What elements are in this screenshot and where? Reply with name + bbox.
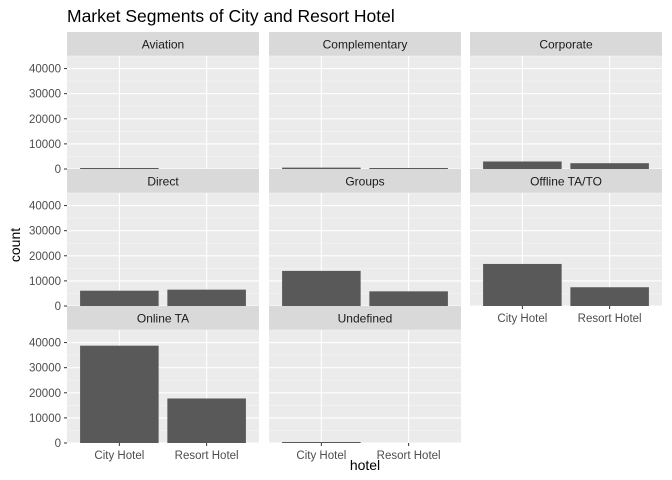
bar-resort-hotel bbox=[570, 287, 649, 306]
facet-strip-label: Direct bbox=[147, 175, 179, 189]
panel-background bbox=[269, 56, 461, 169]
facet-strip bbox=[269, 306, 461, 330]
facet-complementary: Complementary bbox=[269, 32, 461, 170]
bar-city-hotel bbox=[80, 290, 159, 306]
bar-resort-hotel bbox=[167, 289, 246, 306]
x-axis-title: hotel bbox=[350, 457, 380, 473]
facet-groups: Groups bbox=[269, 169, 461, 307]
y-axis-title: count bbox=[7, 228, 23, 262]
panel-background bbox=[269, 330, 461, 443]
facet-strip-label: Offline TA/TO bbox=[530, 175, 602, 189]
y-tick-label: 40000 bbox=[29, 338, 61, 350]
bar-city-hotel bbox=[282, 167, 361, 169]
facet-aviation: Aviation 0 10000 20000 30000 40000 bbox=[29, 32, 259, 176]
chart-title: Market Segments of City and Resort Hotel bbox=[67, 6, 395, 26]
facet-strip bbox=[269, 169, 461, 193]
facet-online-ta: Online TA 0 10000 20000 30000 40000 City Hotel… bbox=[29, 306, 259, 462]
bar-resort-hotel bbox=[369, 291, 448, 306]
y-tick-label: 40000 bbox=[29, 64, 61, 76]
facet-strip bbox=[67, 32, 259, 56]
y-tick-label: 30000 bbox=[29, 363, 61, 375]
y-tick-label: 40000 bbox=[29, 201, 61, 213]
facet-panels: Aviation 0 10000 20000 30000 40000 Complementa… bbox=[29, 32, 662, 462]
y-tick-label: 20000 bbox=[29, 114, 61, 126]
facet-strip bbox=[470, 169, 662, 193]
facet-strip bbox=[67, 169, 259, 193]
facet-direct: Direct 0 10000 20000 30000 40000 bbox=[29, 169, 259, 313]
x-tick-label: City Hotel bbox=[497, 313, 547, 325]
facet-strip bbox=[67, 306, 259, 330]
facet-strip-label: Corporate bbox=[539, 38, 593, 52]
bar-city-hotel bbox=[282, 270, 361, 306]
x-tick-label: City Hotel bbox=[94, 450, 144, 462]
bar-city-hotel bbox=[80, 345, 159, 443]
y-tick-label: 10000 bbox=[29, 413, 61, 425]
panel-background bbox=[67, 56, 259, 169]
y-tick-label: 30000 bbox=[29, 89, 61, 101]
y-tick-label: 20000 bbox=[29, 251, 61, 263]
bar-city-hotel bbox=[483, 263, 562, 306]
facet-strip-label: Groups bbox=[345, 175, 384, 189]
bar-resort-hotel bbox=[369, 168, 448, 169]
bar-resort-hotel bbox=[570, 163, 649, 169]
bar-city-hotel bbox=[282, 442, 361, 443]
x-tick-label: Resort Hotel bbox=[377, 450, 441, 462]
y-tick-label: 0 bbox=[55, 301, 61, 313]
panel-background bbox=[470, 56, 662, 169]
facet-strip bbox=[470, 32, 662, 56]
facet-undefined: Undefined City Hotel Resort Hotel bbox=[269, 306, 461, 462]
facet-corporate: Corporate bbox=[470, 32, 662, 170]
y-tick-label: 10000 bbox=[29, 276, 61, 288]
y-tick-label: 0 bbox=[55, 438, 61, 450]
x-tick-label: Resort Hotel bbox=[175, 450, 239, 462]
facet-strip-label: Aviation bbox=[142, 38, 184, 52]
panel-background bbox=[67, 193, 259, 306]
facet-strip-label: Complementary bbox=[323, 38, 408, 52]
facet-strip-label: Online TA bbox=[137, 312, 189, 326]
y-tick-label: 10000 bbox=[29, 139, 61, 151]
y-tick-label: 30000 bbox=[29, 226, 61, 238]
facet-strip-label: Undefined bbox=[338, 312, 393, 326]
y-tick-label: 20000 bbox=[29, 388, 61, 400]
y-tick-label: 0 bbox=[55, 164, 61, 176]
bar-city-hotel bbox=[483, 161, 562, 169]
facet-strip bbox=[269, 32, 461, 56]
x-tick-label: City Hotel bbox=[296, 450, 346, 462]
bar-city-hotel bbox=[80, 168, 159, 169]
bar-resort-hotel bbox=[167, 398, 246, 443]
x-tick-label: Resort Hotel bbox=[578, 313, 642, 325]
facet-offline-ta-to: Offline TA/TO City Hotel Resort Hotel bbox=[470, 169, 662, 325]
